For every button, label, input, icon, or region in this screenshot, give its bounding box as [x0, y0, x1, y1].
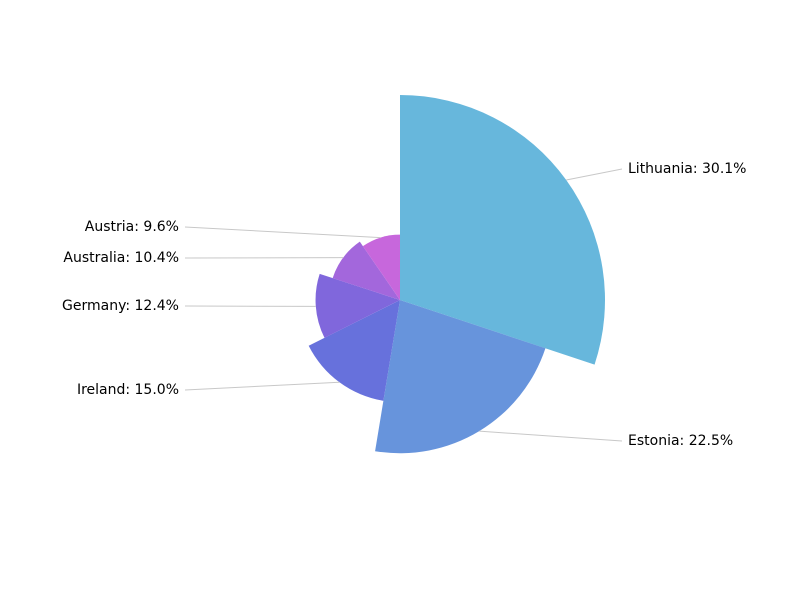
slice-label: Germany: 12.4% [62, 298, 179, 314]
slice-label: Ireland: 15.0% [77, 382, 179, 398]
label-line [184, 226, 381, 239]
label-line [184, 381, 340, 391]
slice-label: Lithuania: 30.1% [628, 161, 747, 177]
slice-label: Estonia: 22.5% [628, 433, 733, 449]
pie-slice [332, 241, 400, 300]
pie-slice [315, 273, 400, 338]
label-line [479, 430, 623, 442]
label-line [566, 168, 623, 181]
pie-slice [308, 300, 400, 401]
pie-slice [362, 234, 400, 300]
slice-label: Austria: 9.6% [85, 219, 179, 235]
pie-slice [400, 95, 605, 365]
slice-label: Australia: 10.4% [63, 250, 179, 266]
pie-slice [375, 300, 546, 454]
